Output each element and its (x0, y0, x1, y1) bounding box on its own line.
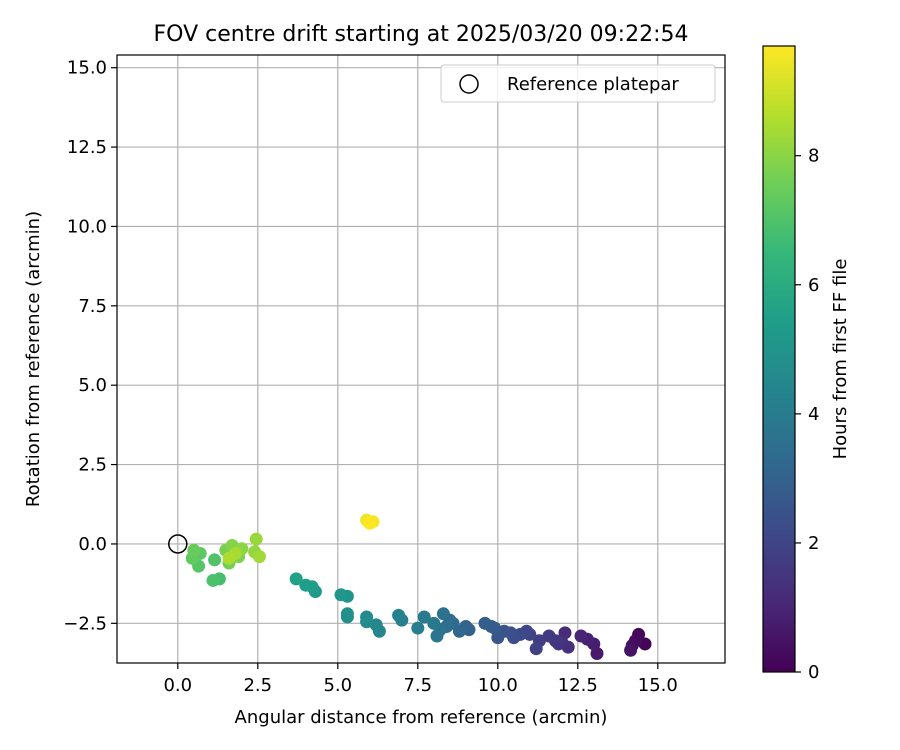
y-tick-label: 12.5 (67, 137, 107, 158)
y-axis-label: Rotation from reference (arcmin) (23, 211, 44, 507)
data-point (436, 607, 450, 621)
colorbar-tick-label: 2 (808, 533, 819, 554)
y-tick-label: 15.0 (67, 58, 107, 79)
x-axis-ticks: 0.0 2.5 5.0 7.5 10.0 12.5 15.0 (163, 663, 678, 696)
y-tick-label: 10.0 (67, 216, 107, 237)
colorbar-label: Hours from first FF file (830, 259, 851, 460)
data-point (430, 629, 444, 643)
y-tick-label: 0.0 (78, 534, 107, 555)
data-point (334, 588, 348, 602)
data-point (478, 616, 492, 630)
data-point (249, 532, 263, 546)
data-point (411, 621, 425, 635)
colorbar-tick-label: 8 (808, 146, 819, 167)
data-point (392, 608, 406, 622)
legend: Reference platepar (440, 64, 716, 103)
data-point (222, 551, 236, 565)
y-axis-ticks: −2.5 0.0 2.5 5.0 7.5 10.0 12.5 15.0 (63, 58, 117, 634)
data-point (187, 543, 201, 557)
data-point (360, 615, 374, 629)
data-point (299, 578, 313, 592)
legend-marker-icon (459, 74, 479, 94)
chart-title: FOV centre drift starting at 2025/03/20 … (154, 22, 689, 47)
data-point (529, 642, 543, 656)
plot-frame (116, 54, 726, 664)
data-point (363, 516, 377, 530)
x-tick-label: 0.0 (163, 675, 192, 696)
data-point (252, 550, 266, 564)
x-axis-label: Angular distance from reference (arcmin) (235, 707, 608, 728)
data-point (208, 553, 222, 567)
data-points (185, 513, 652, 660)
x-tick-label: 12.5 (558, 675, 598, 696)
x-tick-label: 15.0 (638, 675, 678, 696)
legend-box (440, 64, 716, 103)
y-tick-label: 2.5 (78, 455, 107, 476)
x-tick-label: 5.0 (323, 675, 352, 696)
colorbar-tick-label: 0 (808, 662, 819, 683)
data-point (340, 610, 354, 624)
y-tick-label: 5.0 (78, 375, 107, 396)
data-point (624, 643, 638, 657)
data-point (417, 610, 431, 624)
y-tick-label: −2.5 (63, 613, 107, 634)
x-tick-label: 2.5 (243, 675, 272, 696)
legend-label: Reference platepar (507, 74, 679, 95)
colorbar-gradient (762, 45, 796, 673)
data-point (289, 572, 303, 586)
colorbar-ticks: 0 2 4 6 8 (795, 146, 819, 683)
data-point (574, 629, 588, 643)
y-tick-label: 7.5 (78, 296, 107, 317)
x-tick-label: 7.5 (403, 675, 432, 696)
grid-lines (117, 55, 725, 663)
colorbar-tick-label: 4 (808, 404, 819, 425)
reference-platepar-marker (168, 534, 188, 554)
colorbar: 0 2 4 6 8 Hours from first FF file (762, 45, 851, 683)
x-tick-label: 10.0 (478, 675, 518, 696)
data-point (427, 616, 441, 630)
data-point (542, 629, 556, 643)
colorbar-tick-label: 6 (808, 275, 819, 296)
data-point (206, 573, 220, 587)
